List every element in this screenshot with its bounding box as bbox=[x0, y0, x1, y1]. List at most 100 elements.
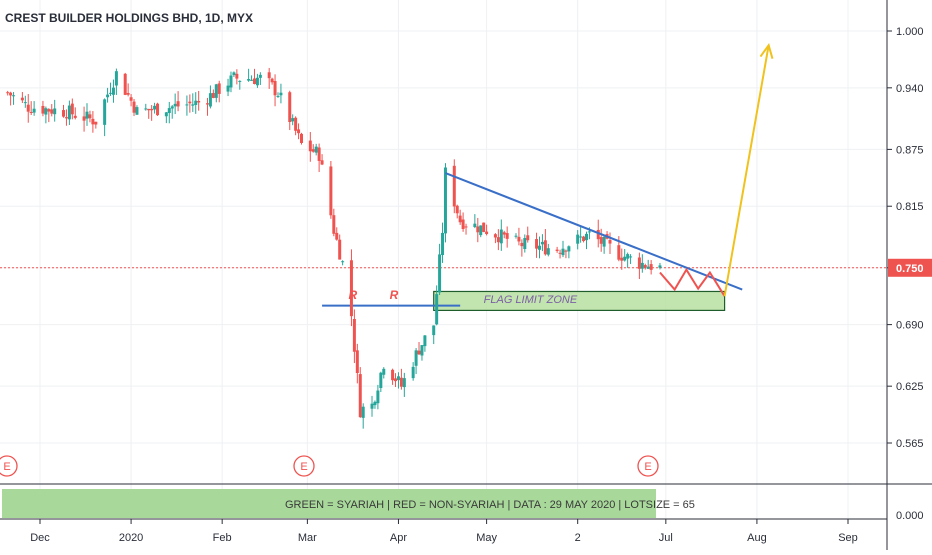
candle-body bbox=[47, 109, 51, 112]
breakout-arrow[interactable] bbox=[723, 45, 770, 297]
current-price-tag bbox=[888, 258, 932, 277]
candle-body bbox=[279, 92, 283, 96]
candle-body bbox=[517, 236, 521, 242]
flag-limit-zone[interactable] bbox=[433, 290, 726, 312]
candle-body bbox=[599, 237, 603, 244]
candle-body bbox=[637, 257, 641, 269]
candle-body bbox=[176, 101, 180, 107]
candle-body bbox=[267, 72, 271, 79]
candle-body bbox=[629, 256, 633, 258]
earnings-marker[interactable]: E bbox=[637, 455, 659, 477]
candle-body bbox=[276, 95, 280, 97]
candle-body bbox=[361, 406, 365, 418]
candle-body bbox=[44, 108, 48, 115]
earnings-marker[interactable]: E bbox=[293, 455, 315, 477]
candle-body bbox=[435, 294, 439, 325]
candle-body bbox=[411, 366, 415, 379]
candle-body bbox=[438, 254, 442, 293]
time-axis-ticks[interactable]: Dec 2020 Feb Mar Apr May 2 Jul Aug Sep bbox=[30, 519, 858, 544]
price-tick-label: 0.940 bbox=[896, 83, 924, 95]
candle-body bbox=[106, 94, 110, 98]
candle-body bbox=[232, 72, 236, 76]
candle-body bbox=[132, 101, 136, 113]
candle-body bbox=[479, 225, 483, 236]
candle-body bbox=[329, 166, 333, 216]
candle-body bbox=[26, 104, 30, 112]
candle-body bbox=[646, 266, 650, 269]
earnings-marker[interactable]: E bbox=[0, 455, 18, 477]
candle-body bbox=[402, 378, 406, 388]
candle-body bbox=[235, 73, 239, 79]
candles-layer bbox=[6, 67, 662, 429]
descending-trendline[interactable] bbox=[445, 172, 743, 291]
candle-body bbox=[596, 229, 600, 240]
candle-body bbox=[358, 374, 362, 418]
flag-limit-zone-label: FLAG LIMIT ZONE bbox=[484, 294, 578, 306]
candle-body bbox=[537, 245, 541, 250]
candle-body bbox=[338, 239, 342, 260]
price-tick-label: 1.000 bbox=[896, 26, 924, 38]
candle-body bbox=[291, 118, 295, 122]
price-axis-ticks[interactable]: 1.000 0.940 0.875 0.815 0.750 0.690 0.625 0.565 bbox=[887, 26, 924, 450]
candle-body bbox=[258, 74, 262, 78]
legend-bar bbox=[2, 489, 656, 518]
r-marker: R bbox=[390, 288, 399, 302]
candle-body bbox=[382, 368, 386, 375]
candle-body bbox=[170, 106, 174, 109]
candle-body bbox=[273, 81, 277, 96]
candle-body bbox=[526, 235, 530, 241]
time-tick-label: Mar bbox=[298, 532, 317, 544]
r-marker: R bbox=[349, 288, 358, 302]
price-tick-label: 0.875 bbox=[896, 144, 924, 156]
candle-body bbox=[352, 318, 356, 352]
candle-body bbox=[587, 231, 591, 233]
candle-body bbox=[514, 235, 518, 237]
chart-title: CREST BUILDER HOLDINGS BHD, 1D, MYX bbox=[5, 11, 253, 25]
candle-body bbox=[135, 107, 139, 115]
candle-body bbox=[32, 108, 36, 113]
candle-body bbox=[620, 257, 624, 261]
candle-body bbox=[379, 372, 383, 389]
candle-body bbox=[111, 87, 115, 95]
candle-body bbox=[370, 403, 374, 409]
candle-body bbox=[623, 256, 627, 261]
candle-body bbox=[396, 376, 400, 381]
time-tick-label: 2020 bbox=[119, 532, 143, 544]
candle-body bbox=[567, 246, 571, 252]
breakout-arrow-head bbox=[759, 42, 774, 59]
candle-body bbox=[64, 117, 68, 119]
time-tick-label: Aug bbox=[747, 532, 767, 544]
candle-body bbox=[582, 236, 586, 242]
candle-body bbox=[288, 92, 292, 122]
candle-body bbox=[308, 140, 312, 152]
candle-body bbox=[185, 104, 189, 106]
projected-zigzag[interactable] bbox=[659, 267, 726, 297]
candle-body bbox=[493, 234, 497, 238]
candle-body bbox=[455, 205, 459, 214]
candle-body bbox=[505, 233, 509, 239]
candle-body bbox=[211, 93, 215, 98]
svg-text:E: E bbox=[644, 461, 651, 473]
candle-body bbox=[85, 111, 89, 119]
candle-body bbox=[608, 240, 612, 244]
time-tick-label: Feb bbox=[213, 532, 232, 544]
candle-body bbox=[335, 232, 339, 240]
time-tick-label: 2 bbox=[575, 532, 581, 544]
svg-text:E: E bbox=[300, 461, 307, 473]
candle-body bbox=[129, 97, 133, 101]
candle-body bbox=[617, 245, 621, 260]
candle-body bbox=[238, 80, 242, 82]
candle-body bbox=[194, 100, 198, 105]
candle-body bbox=[294, 117, 298, 131]
candle-body bbox=[649, 264, 653, 270]
candle-body bbox=[391, 369, 395, 381]
candle-body bbox=[441, 232, 445, 256]
candle-body bbox=[585, 233, 589, 241]
candle-body bbox=[473, 223, 477, 228]
candle-body bbox=[164, 112, 168, 117]
candle-body bbox=[94, 121, 98, 125]
candle-body bbox=[317, 147, 321, 161]
candle-body bbox=[564, 250, 568, 252]
